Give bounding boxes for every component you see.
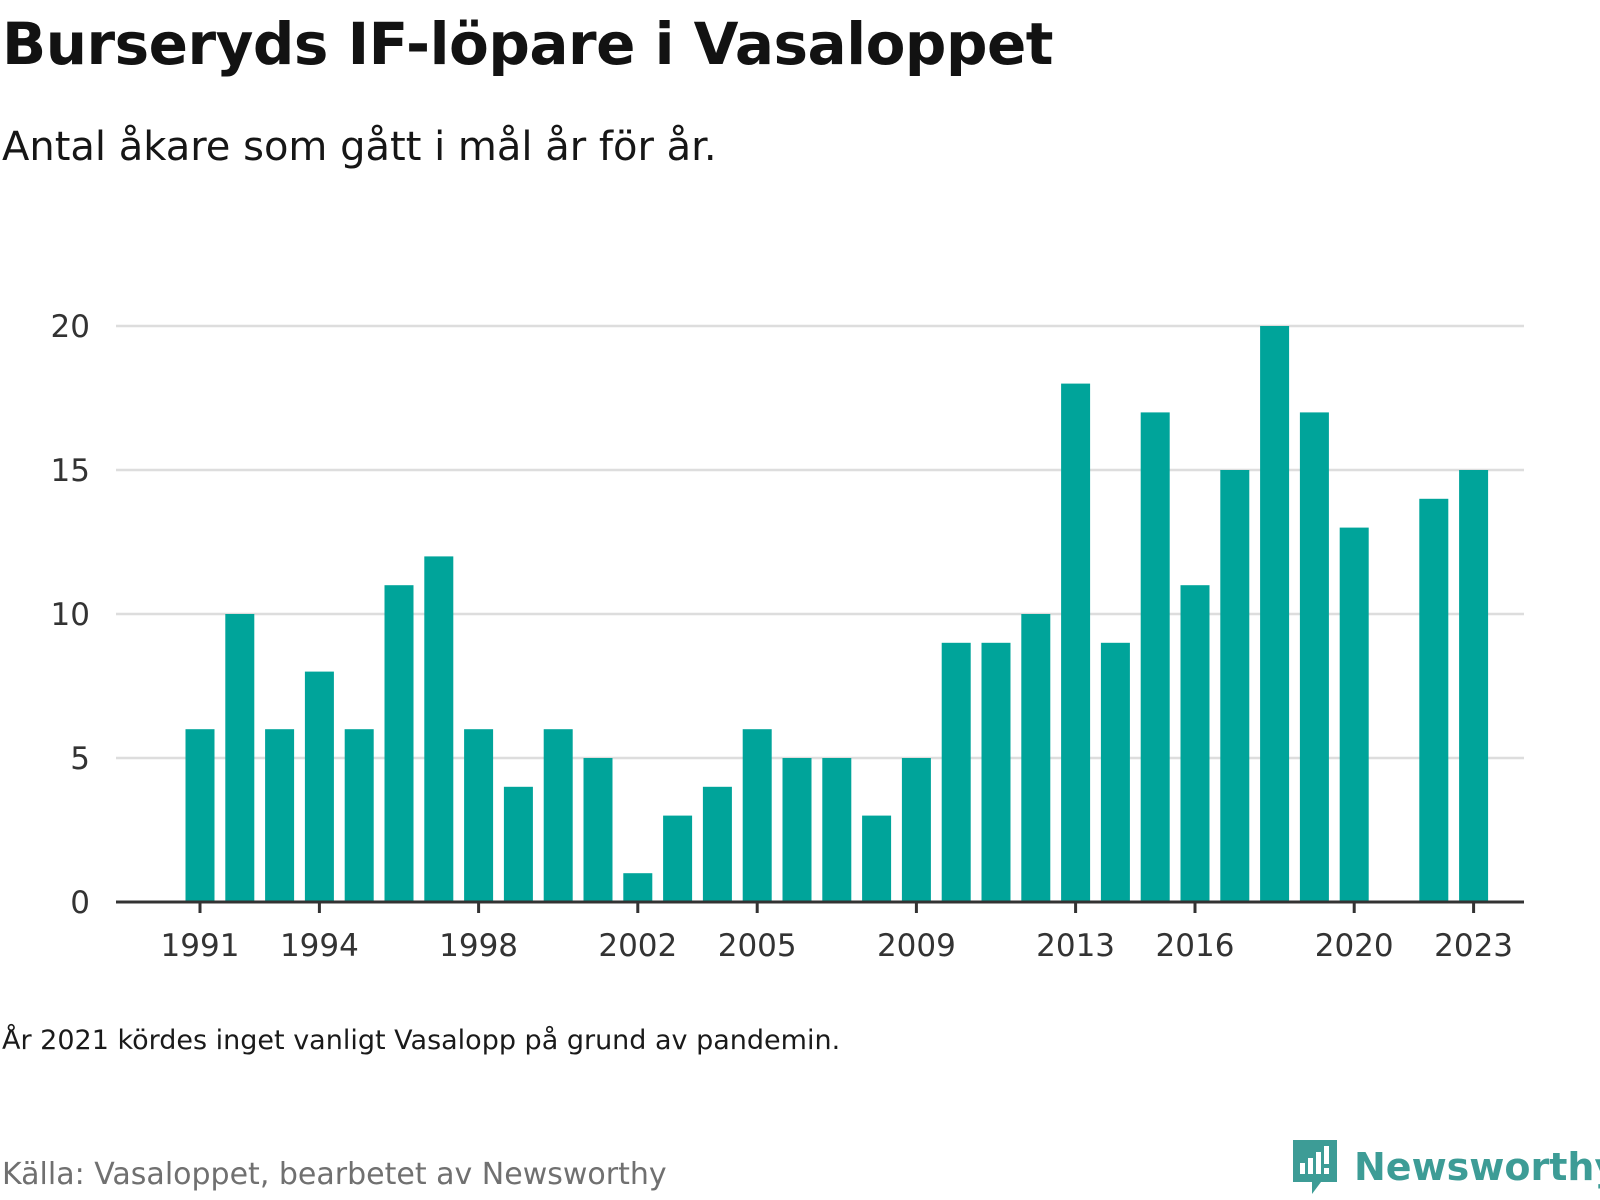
x-tick-label: 2005 <box>718 928 797 964</box>
bar-1993 <box>265 729 295 902</box>
bar-1994 <box>304 671 334 902</box>
x-tick-label: 1998 <box>439 928 518 964</box>
x-tick-label: 1994 <box>280 928 359 964</box>
bar-2006 <box>782 758 812 902</box>
brand-name: Newsworthy <box>1354 1145 1600 1189</box>
bar-2019 <box>1299 412 1329 902</box>
x-tick-label: 2013 <box>1036 928 1115 964</box>
footnote: År 2021 kördes inget vanligt Vasalopp på… <box>2 1025 841 1056</box>
bar-2000 <box>543 729 573 902</box>
bar-2022 <box>1419 498 1449 902</box>
chart-subtitle: Antal åkare som gått i mål år för år. <box>2 124 717 170</box>
bar-2014 <box>1100 642 1130 902</box>
y-tick-labels: 0 5 10 15 20 <box>51 309 90 921</box>
bar-1991 <box>185 729 215 902</box>
bar-2004 <box>702 786 732 902</box>
bars <box>185 326 1489 903</box>
y-tick-label: 15 <box>51 453 90 489</box>
bar-2016 <box>1180 585 1210 902</box>
bar-2018 <box>1260 326 1290 902</box>
bar-1998 <box>464 729 494 902</box>
y-tick-label: 0 <box>70 885 90 921</box>
bar-2023 <box>1459 470 1489 902</box>
bar-1997 <box>424 556 454 902</box>
x-tick-label: 1991 <box>161 928 240 964</box>
bar-1999 <box>503 786 533 902</box>
bar-2008 <box>862 815 892 902</box>
y-tick-label: 20 <box>51 309 90 345</box>
bar-1995 <box>344 729 374 902</box>
bar-2015 <box>1140 412 1170 902</box>
x-tick-label: 2009 <box>877 928 956 964</box>
x-tick-labels: 1991 1994 1998 2002 2005 2009 2013 2016 2020 2023 <box>161 928 1514 964</box>
y-tick-label: 5 <box>70 741 90 777</box>
newsworthy-logo-icon <box>1293 1140 1337 1194</box>
bar-2013 <box>1061 383 1091 903</box>
bar-1996 <box>384 585 414 902</box>
bar-2017 <box>1220 470 1250 902</box>
x-tick-label: 2023 <box>1434 928 1513 964</box>
bar-2011 <box>981 642 1011 902</box>
bar-2007 <box>822 758 852 902</box>
bar-chart: 0 5 10 15 20 1991 1994 1998 2002 2005 2009 2013 201… <box>51 309 1524 964</box>
bar-2020 <box>1339 527 1369 902</box>
bar-2001 <box>583 758 613 902</box>
x-tick-label: 2020 <box>1315 928 1394 964</box>
bar-1992 <box>225 614 255 902</box>
bar-2002 <box>623 873 653 902</box>
x-tick-label: 2016 <box>1156 928 1235 964</box>
bar-2012 <box>1021 614 1051 902</box>
chart-title: Burseryds IF-löpare i Vasaloppet <box>2 10 1054 78</box>
x-tick-label: 2002 <box>598 928 677 964</box>
x-axis <box>116 900 1524 913</box>
bar-2003 <box>663 815 693 902</box>
source-text: Källa: Vasaloppet, bearbetet av Newswort… <box>2 1157 667 1192</box>
brand-logo: Newsworthy <box>1290 1138 1600 1196</box>
bar-2009 <box>901 758 931 902</box>
bar-2005 <box>742 729 772 902</box>
y-tick-label: 10 <box>51 597 90 633</box>
bar-2010 <box>941 642 971 902</box>
